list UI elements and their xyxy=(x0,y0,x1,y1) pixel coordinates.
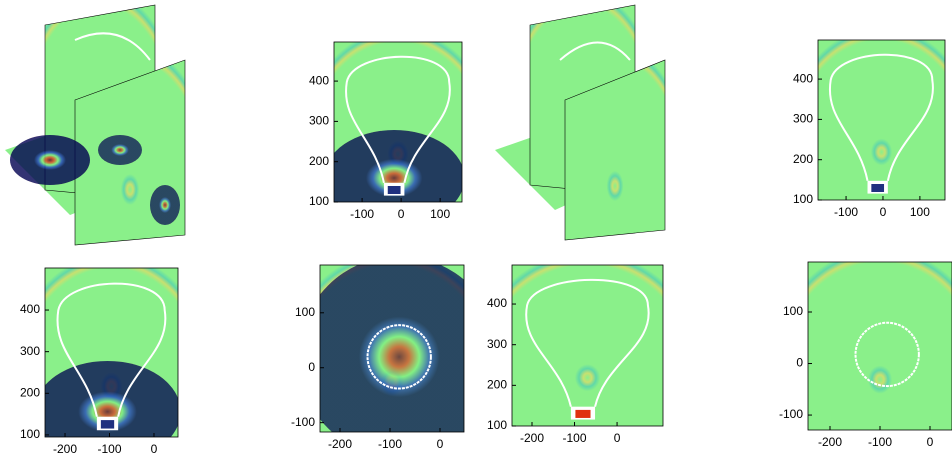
field-panel: -200 -100 0 100 200 300 400 xyxy=(487,264,664,445)
plot-frame xyxy=(511,264,664,427)
boundary xyxy=(559,41,631,61)
x-tick-label: -100 xyxy=(97,442,121,456)
plot-area xyxy=(320,265,464,432)
plot-frame xyxy=(44,267,179,438)
y-tick-label: 200 xyxy=(309,154,329,168)
plot-frame xyxy=(319,264,465,433)
y-tick-label: 300 xyxy=(20,344,40,358)
x-tick-label: -100 xyxy=(378,437,402,451)
wave-field xyxy=(334,130,462,202)
y-tick-label: 300 xyxy=(487,337,507,351)
x-tick-label: 0 xyxy=(437,437,444,451)
x-tick-label: -200 xyxy=(520,431,544,445)
x-tick-label: -100 xyxy=(868,435,892,449)
wave-field xyxy=(320,265,464,432)
y-tick-label: -100 xyxy=(291,415,315,429)
x-tick-label: 0 xyxy=(151,442,158,456)
y-tick-label: 300 xyxy=(793,112,813,126)
y-tick-label: 0 xyxy=(308,360,315,374)
plot-area xyxy=(818,40,945,200)
field-image xyxy=(818,40,945,200)
y-tick-label: 400 xyxy=(20,302,40,316)
y-tick-label: 0 xyxy=(796,356,803,370)
y-tick-label: 200 xyxy=(20,385,40,399)
plot-area xyxy=(334,42,462,202)
x-tick-label: -200 xyxy=(818,435,842,449)
y-tick-label: 100 xyxy=(309,194,329,208)
slice-view-2 xyxy=(495,4,666,241)
y-tick-label: -100 xyxy=(779,407,803,421)
scatterer xyxy=(366,324,432,390)
field-panel: -100 0 100 100 200 300 400 xyxy=(793,39,946,219)
y-tick-label: 100 xyxy=(487,418,507,432)
plot-area xyxy=(45,268,178,437)
source xyxy=(871,184,885,192)
x-tick-label: 0 xyxy=(398,207,405,221)
x-tick-label: -200 xyxy=(328,437,352,451)
x-tick-label: -100 xyxy=(834,205,858,219)
slice-view-1 xyxy=(5,4,186,246)
y-tick-label: 100 xyxy=(783,304,803,318)
field-image xyxy=(808,262,952,430)
wave-field xyxy=(98,135,142,165)
x-tick-label: 0 xyxy=(614,431,621,445)
plot-area xyxy=(808,262,952,430)
source xyxy=(575,409,591,418)
x-tick-label: 0 xyxy=(927,435,934,449)
plot-area xyxy=(512,265,663,426)
plot-frame xyxy=(333,41,463,203)
x-tick-label: 100 xyxy=(430,207,450,221)
field-image xyxy=(512,265,663,426)
scatterer xyxy=(854,321,920,388)
source xyxy=(387,186,401,194)
field-panel: -200 -100 0 -100 0 100 xyxy=(291,264,465,451)
source xyxy=(100,420,115,429)
field-panel: -200 -100 0 -100 0 100 xyxy=(779,261,952,449)
boundary xyxy=(74,32,151,61)
x-tick-label: -100 xyxy=(350,207,374,221)
y-tick-label: 200 xyxy=(487,378,507,392)
y-tick-label: 400 xyxy=(793,71,813,85)
plot-frame xyxy=(817,39,946,201)
balloon-outline xyxy=(525,278,650,407)
field-panel: -100 0 100 100 200 300 400 xyxy=(309,41,463,221)
x-tick-label: 100 xyxy=(910,205,930,219)
y-tick-label: 200 xyxy=(793,152,813,166)
balloon-outline xyxy=(56,282,167,417)
y-tick-label: 400 xyxy=(487,296,507,310)
x-tick-label: -100 xyxy=(563,431,587,445)
y-tick-label: 100 xyxy=(20,427,40,441)
field-panel: -200 -100 0 100 200 300 400 xyxy=(20,267,179,456)
y-tick-label: 100 xyxy=(793,192,813,206)
balloon-outline xyxy=(828,53,934,181)
x-tick-label: 0 xyxy=(880,205,887,219)
wave-field xyxy=(45,360,178,437)
y-tick-label: 100 xyxy=(295,305,315,319)
balloon-outline xyxy=(345,55,451,183)
y-tick-label: 400 xyxy=(309,73,329,87)
wave-field xyxy=(10,135,90,185)
y-tick-label: 300 xyxy=(309,114,329,128)
x-tick-label: -200 xyxy=(53,442,77,456)
vertical-slice xyxy=(564,59,666,241)
wave-field xyxy=(150,185,180,225)
